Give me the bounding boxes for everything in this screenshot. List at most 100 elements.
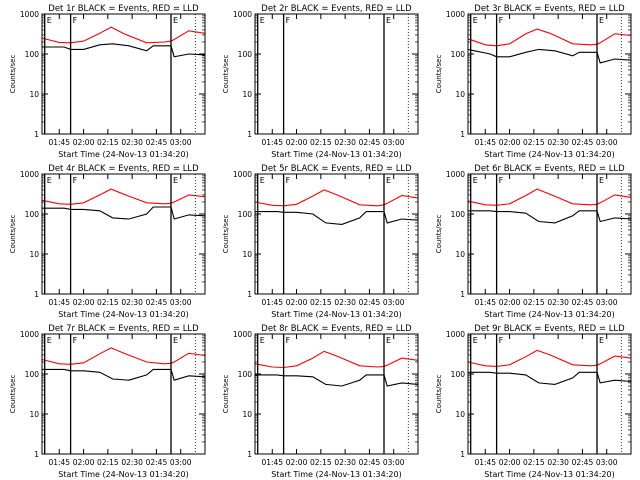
marker-label: E [473,16,478,25]
plot-frame [254,333,419,455]
x-tick-label: 01:45 [48,298,70,307]
y-tick-label: 10 [455,410,465,419]
x-tick-label: 03:00 [596,458,618,467]
x-tick-label: 01:45 [261,298,283,307]
y-tick-label: 1000 [20,170,39,179]
marker-label: E [260,336,265,345]
panel-6: Det 6r BLACK = Events, RED = LLD Counts/s… [435,164,632,319]
marker-label: F [286,16,291,25]
x-tick-label: 02:15 [97,458,119,467]
x-tick-label: 02:15 [523,458,545,467]
x-tick-label: 02:45 [359,298,381,307]
y-axis-label: Counts/sec [222,215,230,254]
x-tick-label: 02:45 [359,458,381,467]
x-tick-label: 02:00 [73,138,95,147]
marker-label: F [73,336,78,345]
x-tick-label: 02:45 [146,458,168,467]
x-tick-label: 01:45 [474,458,496,467]
marker-label: F [499,176,504,185]
x-tick-label: 03:00 [170,138,192,147]
y-tick-label: 100 [238,370,253,379]
plot-frame [254,173,419,295]
marker-label: F [499,336,504,345]
x-axis-label: Start Time (24-Nov-13 01:34:20) [271,150,401,159]
panel-title: Det 9r BLACK = Events, RED = LLD [474,324,625,334]
y-tick-label: 10 [29,410,39,419]
x-tick-label: 03:00 [596,138,618,147]
y-tick-label: 100 [238,50,253,59]
marker-label: E [599,176,604,185]
panel-5: Det 5r BLACK = Events, RED = LLD Counts/s… [222,164,419,319]
x-tick-label: 02:45 [146,138,168,147]
x-tick-label: 02:15 [310,298,332,307]
y-tick-label: 1 [460,450,465,459]
y-tick-label: 10 [455,250,465,259]
y-tick-label: 1 [460,130,465,139]
x-axis-label: Start Time (24-Nov-13 01:34:20) [271,470,401,479]
x-tick-label: 01:45 [474,298,496,307]
x-tick-label: 02:00 [499,138,521,147]
y-tick-label: 1000 [233,10,252,19]
x-tick-label: 02:30 [334,458,356,467]
x-tick-label: 01:45 [261,458,283,467]
marker-label: F [286,336,291,345]
y-axis-label: Counts/sec [9,215,17,254]
x-axis-label: Start Time (24-Nov-13 01:34:20) [58,150,188,159]
x-tick-label: 02:00 [73,458,95,467]
x-axis-label: Start Time (24-Nov-13 01:34:20) [58,310,188,319]
x-tick-label: 02:15 [97,138,119,147]
x-tick-label: 02:45 [572,298,594,307]
x-tick-label: 02:30 [121,298,143,307]
plot-frame [41,13,206,135]
y-tick-label: 100 [451,50,466,59]
marker-label: E [173,16,178,25]
x-tick-label: 02:30 [547,458,569,467]
y-tick-label: 10 [242,90,252,99]
x-tick-label: 03:00 [596,298,618,307]
x-tick-label: 02:00 [286,298,308,307]
y-tick-label: 1 [34,130,39,139]
marker-label: E [47,16,52,25]
x-tick-label: 02:00 [286,458,308,467]
y-axis-label: Counts/sec [435,375,443,414]
x-tick-label: 01:45 [474,138,496,147]
y-tick-label: 10 [455,90,465,99]
y-axis-label: Counts/sec [9,375,17,414]
x-tick-label: 02:15 [310,458,332,467]
y-axis-label: Counts/sec [435,215,443,254]
panel-7: Det 7r BLACK = Events, RED = LLD Counts/s… [9,324,206,479]
y-tick-label: 1000 [20,330,39,339]
plot-frame [467,333,632,455]
y-tick-label: 10 [29,90,39,99]
x-tick-label: 03:00 [383,458,405,467]
y-tick-label: 1000 [20,10,39,19]
x-tick-label: 02:30 [121,138,143,147]
marker-label: E [386,16,391,25]
y-tick-label: 10 [29,250,39,259]
x-tick-label: 02:15 [310,138,332,147]
y-tick-label: 1 [34,450,39,459]
panel-title: Det 3r BLACK = Events, RED = LLD [474,4,625,14]
y-axis-label: Counts/sec [222,55,230,94]
panel-title: Det 5r BLACK = Events, RED = LLD [261,164,412,174]
x-tick-label: 03:00 [170,458,192,467]
y-tick-label: 100 [451,210,466,219]
x-tick-label: 02:00 [499,458,521,467]
panel-title: Det 7r BLACK = Events, RED = LLD [48,324,199,334]
x-tick-label: 02:00 [499,298,521,307]
marker-label: E [386,176,391,185]
y-tick-label: 100 [238,210,253,219]
x-tick-label: 02:30 [334,298,356,307]
marker-label: F [73,16,78,25]
marker-label: F [499,16,504,25]
y-tick-label: 100 [451,370,466,379]
marker-label: E [173,336,178,345]
marker-label: E [260,176,265,185]
x-tick-label: 02:45 [359,138,381,147]
y-tick-label: 1 [247,450,252,459]
marker-label: E [473,336,478,345]
x-tick-label: 02:00 [286,138,308,147]
x-axis-label: Start Time (24-Nov-13 01:34:20) [484,150,614,159]
